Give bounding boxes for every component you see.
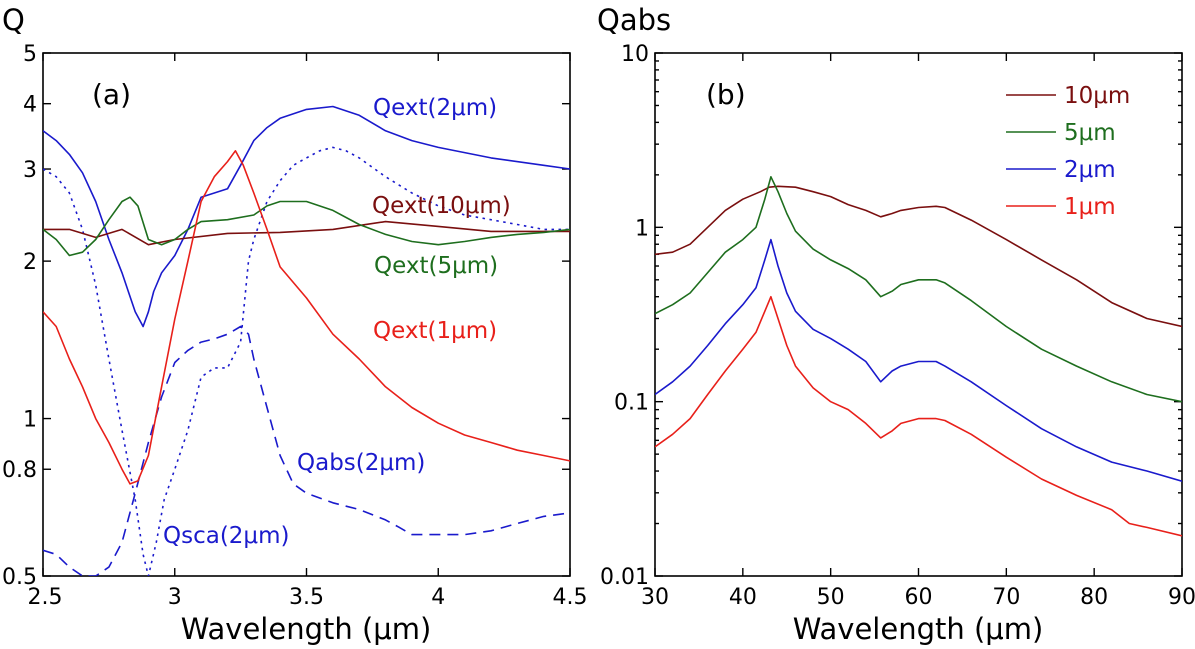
panel-b-x-tick-label: 60	[905, 585, 933, 610]
panel-a: Q (a) 2.5 3 3.5 4 4.5 0.5 0.8 1 2 3 4 5 Qext(2μm) Q…	[2, 3, 588, 646]
panel-b-series-group	[655, 176, 1182, 537]
legend-label-1um: 1μm	[1064, 194, 1116, 220]
panel-b-legend: 10μm 5μm 2μm 1μm	[1006, 83, 1130, 220]
legend-label-5um: 5μm	[1064, 120, 1116, 146]
series-line-qext-5um	[43, 196, 570, 257]
panel-b-y-tick-label: 0.1	[614, 391, 649, 416]
panel-a-y-axis-label: Q	[2, 3, 25, 37]
panel-b-x-tick-label: 70	[992, 585, 1020, 610]
panel-b-x-tick-label: 50	[817, 585, 845, 610]
panel-b-x-tick-label: 80	[1080, 585, 1108, 610]
panel-a-y-tick-label: 3	[23, 158, 37, 183]
panel-a-y-tick-label: 4	[23, 93, 37, 118]
panel-a-y-tick-label: 5	[23, 42, 37, 67]
annotation-qext-5um: Qext(5μm)	[374, 253, 498, 279]
panel-b-y-tick-label: 10	[621, 42, 649, 67]
panel-a-label: (a)	[92, 78, 131, 111]
panel-a-x-tick-label: 3	[168, 585, 182, 610]
series-line-2um	[655, 238, 1182, 482]
series-line-qsca-2um-dotted	[43, 146, 570, 576]
panel-b-x-tick-label: 30	[641, 585, 669, 610]
panel-a-x-tick-label: 4.5	[553, 585, 588, 610]
panel-b-label: (b)	[706, 78, 746, 111]
panel-a-y-tick-label: 0.5	[2, 565, 37, 590]
panel-b-y-axis-label: Qabs	[597, 3, 671, 37]
series-line-qabs-2um-dashed	[43, 325, 570, 576]
panel-a-x-tick-label: 4	[431, 585, 445, 610]
panel-a-ticks: 2.5 3 3.5 4 4.5 0.5 0.8 1 2 3 4 5	[2, 42, 588, 610]
panel-b-y-tick-label: 1	[635, 216, 649, 241]
legend-label-2um: 2μm	[1064, 157, 1116, 183]
panel-a-y-tick-label: 0.8	[2, 458, 37, 483]
annotation-qabs-2um: Qabs(2μm)	[297, 450, 425, 476]
series-line-5um	[655, 176, 1182, 403]
panel-b: Qabs (b) 30 40 50 60 70 80 90 0.01 0.1 1 10 10μm 5μ…	[597, 3, 1195, 646]
annotation-qsca-2um: Qsca(2μm)	[163, 523, 289, 549]
panel-a-series-group	[43, 105, 570, 576]
annotation-qext-10um: Qext(10μm)	[372, 193, 511, 219]
panel-a-y-tick-label: 1	[23, 408, 37, 433]
series-line-10um	[655, 185, 1182, 328]
panel-b-y-tick-label: 0.01	[600, 565, 649, 590]
series-line-qext-2um	[43, 105, 570, 328]
series-line-qext-10um	[43, 220, 570, 246]
panel-a-plot-frame	[42, 52, 571, 577]
panel-b-ticks: 30 40 50 60 70 80 90 0.01 0.1 1 10	[600, 42, 1195, 610]
panel-a-x-tick-label: 3.5	[289, 585, 324, 610]
panel-b-x-tick-label: 90	[1168, 585, 1195, 610]
series-line-qext-1um	[43, 150, 570, 485]
annotation-qext-1um: Qext(1μm)	[373, 318, 497, 344]
panel-a-y-tick-label: 2	[23, 250, 37, 275]
panel-a-x-tick-label: 2.5	[28, 585, 63, 610]
series-line-1um	[655, 295, 1182, 537]
legend-label-10um: 10μm	[1064, 83, 1130, 109]
annotation-qext-2um: Qext(2μm)	[373, 95, 497, 121]
panel-b-x-tick-label: 40	[729, 585, 757, 610]
panel-a-x-axis-label: Wavelength (μm)	[181, 612, 432, 646]
panel-b-x-axis-label: Wavelength (μm)	[793, 612, 1044, 646]
